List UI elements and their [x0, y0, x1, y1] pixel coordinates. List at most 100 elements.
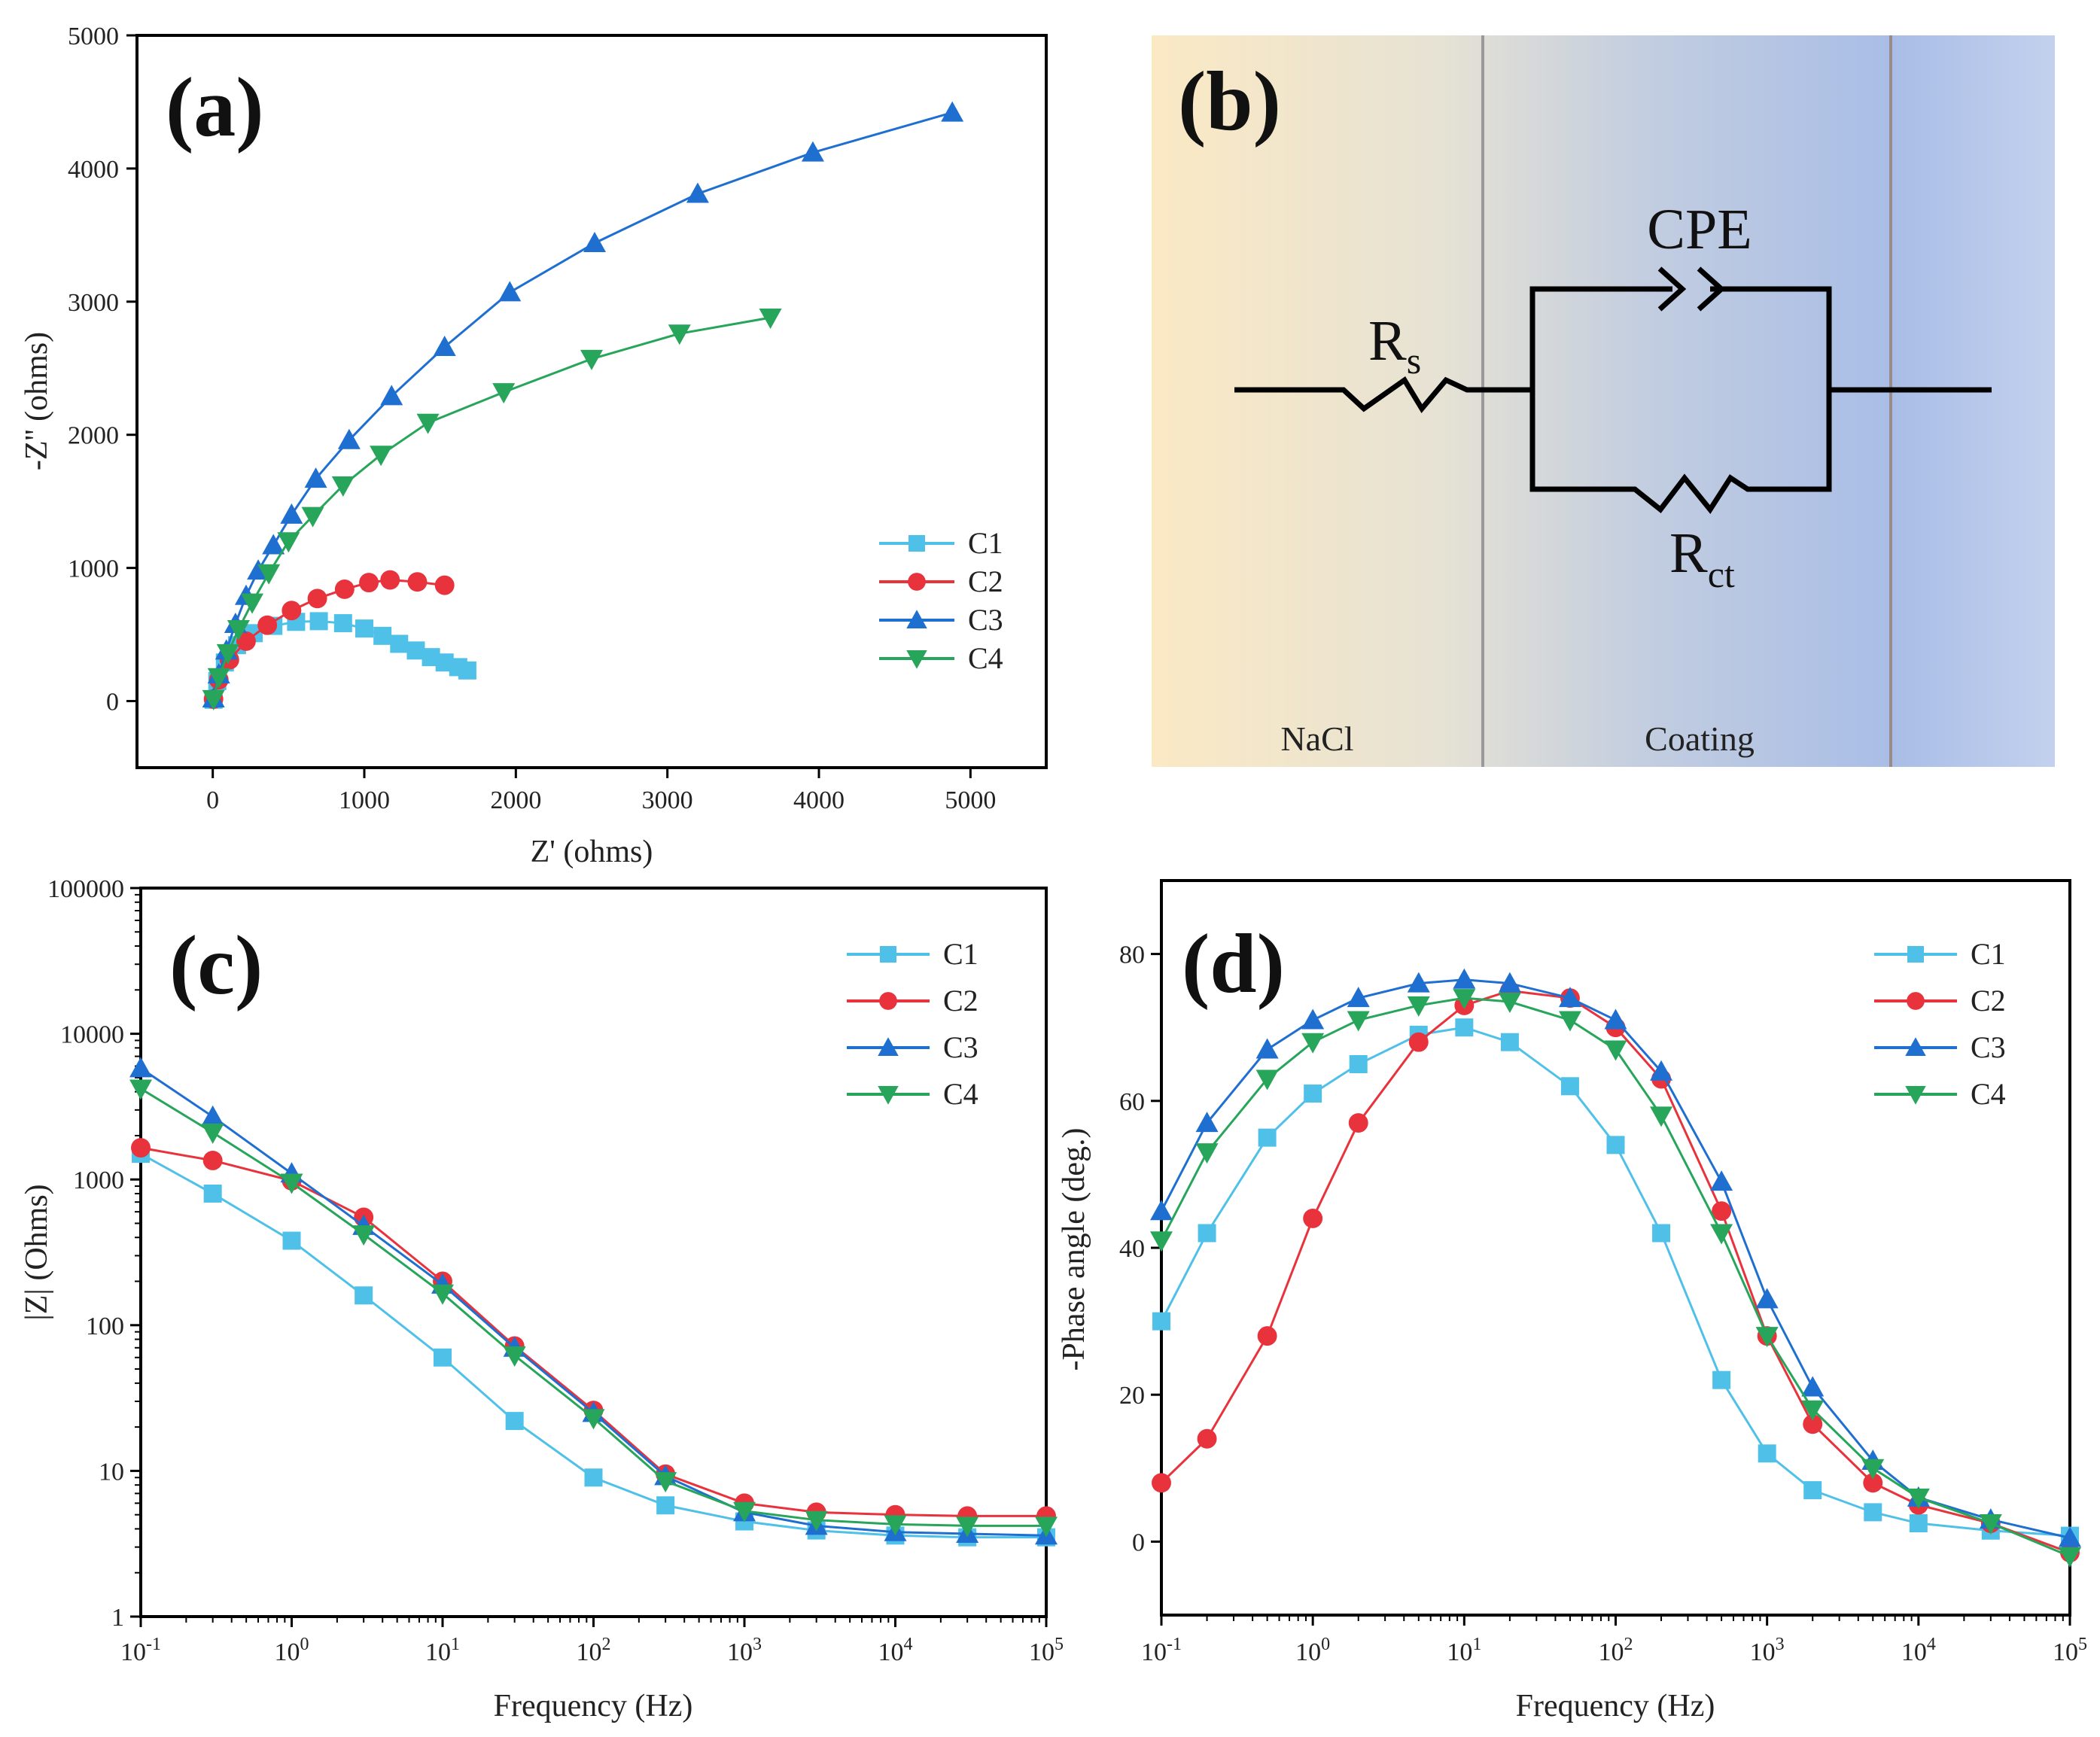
data-point-c1	[1712, 1370, 1731, 1389]
data-point-c3	[201, 1105, 224, 1126]
data-point-c4	[668, 324, 691, 345]
data-point-c1	[333, 614, 352, 633]
data-point-c1	[1258, 1128, 1277, 1147]
x-tick-label: 1000	[339, 786, 390, 814]
data-point-c4	[1407, 996, 1430, 1017]
data-point-c2	[359, 573, 379, 593]
data-point-c1	[1909, 1514, 1928, 1532]
legend-label-c2: C2	[1971, 984, 2006, 1018]
panel-d-series	[1150, 968, 2081, 1568]
y-tick-label: 10	[99, 1458, 124, 1486]
data-point-c4	[1453, 989, 1476, 1010]
data-point-c3	[1255, 1038, 1279, 1059]
panel-d-bode-phase: 10-1 100 101 102 103 104 105 0 20 40 60 80 (d) Freq…	[1057, 879, 2087, 1723]
data-point-c4	[2059, 1547, 2081, 1568]
data-point-c3	[280, 503, 303, 524]
data-point-c3	[1650, 1060, 1673, 1081]
data-point-c4	[416, 413, 440, 434]
cpe-branch	[1529, 286, 1672, 390]
y-tick-label: 20	[1119, 1382, 1145, 1410]
data-point-c3	[1558, 987, 1581, 1008]
data-point-c3	[1301, 1008, 1325, 1030]
data-point-c3	[801, 141, 824, 162]
cpe-label: CPE	[1647, 198, 1752, 261]
data-point-c3	[1755, 1288, 1779, 1309]
legend-label-c3: C3	[943, 1030, 978, 1064]
data-point-c3	[129, 1057, 152, 1078]
data-point-c3	[433, 335, 456, 356]
series-line-c4	[1160, 996, 2071, 1558]
y-tick-label: 1000	[73, 1167, 124, 1194]
data-point-c4	[202, 689, 225, 710]
data-point-c4	[129, 1079, 152, 1100]
x-tick-label: 100	[1295, 1635, 1330, 1666]
data-point-c1	[1304, 1084, 1322, 1103]
panel-c-bode-magnitude: 10-1 100 101 102 103 104 105 1 10 100 1000 10000 100…	[20, 875, 1064, 1723]
x-tick-label: 102	[1599, 1635, 1633, 1666]
panel-d-label: (d)	[1182, 917, 1285, 1011]
y-tick-label: 3000	[68, 289, 119, 317]
data-point-c1	[434, 1348, 452, 1367]
data-point-c4	[1498, 993, 1521, 1014]
data-point-c3	[2059, 1526, 2081, 1547]
data-point-c4	[257, 564, 281, 585]
data-point-c3	[686, 182, 709, 203]
y-tick-label: 1000	[68, 555, 119, 583]
cpe-symbol-left	[1657, 266, 1687, 312]
data-point-c2	[1197, 1428, 1217, 1449]
y-tick-label: 60	[1119, 1088, 1145, 1116]
y-tick-label: 2000	[68, 422, 119, 450]
data-point-c4	[492, 383, 516, 404]
legend-label-c1: C1	[943, 937, 978, 971]
data-point-c3	[1407, 972, 1430, 993]
data-point-c4	[805, 1510, 828, 1532]
panel-d-xlabel: Frequency (Hz)	[1516, 1689, 1715, 1723]
data-point-c4	[1558, 1011, 1581, 1032]
x-tick-label: 10-1	[120, 1635, 161, 1666]
data-point-c2	[1303, 1209, 1323, 1228]
data-point-c4	[1150, 1231, 1173, 1252]
data-point-c2	[1257, 1326, 1277, 1346]
legend-label-c2: C2	[968, 564, 1003, 598]
y-tick-label: 10000	[60, 1021, 124, 1049]
data-point-c2	[257, 615, 278, 635]
data-point-c2	[380, 570, 400, 590]
data-point-c3	[941, 101, 964, 122]
data-point-c1	[1803, 1481, 1822, 1500]
data-point-c3	[337, 428, 361, 449]
panel-b-circuit-diagram: (b) CPE Rs Rct NaCl Coating	[1152, 35, 2055, 767]
legend-marker-c4	[906, 650, 927, 669]
data-point-c4	[201, 1123, 224, 1144]
data-point-c1	[458, 661, 476, 680]
y-tick-label: 1	[111, 1604, 124, 1632]
data-point-c4	[331, 476, 355, 497]
panel-a-xlabel: Z' (ohms)	[531, 835, 653, 869]
panel-d-frame	[1160, 879, 2071, 1617]
data-point-c4	[241, 593, 264, 614]
data-point-c4	[1861, 1459, 1885, 1480]
panel-a-legend: C1 C2 C3 C4	[879, 526, 1003, 675]
data-point-c4	[580, 349, 603, 370]
x-tick-label: 105	[2053, 1635, 2087, 1666]
data-point-c3	[304, 467, 327, 488]
panel-c-ticks: 10-1 100 101 102 103 104 105 1 10 100 1000 10000 100…	[47, 875, 1064, 1666]
data-point-c4	[759, 309, 782, 330]
data-point-c1	[1152, 1312, 1170, 1331]
panel-b-background	[1152, 35, 2055, 767]
legend-label-c4: C4	[968, 641, 1003, 675]
panel-c-label: (c)	[169, 919, 263, 1012]
data-point-c2	[1348, 1113, 1368, 1133]
data-point-c4	[1755, 1327, 1779, 1348]
data-point-c3	[1195, 1112, 1219, 1133]
y-tick-label: 0	[106, 689, 119, 716]
data-point-c1	[390, 634, 409, 653]
data-point-c1	[656, 1496, 675, 1515]
rct-label: Rct	[1669, 522, 1735, 595]
x-tick-label: 101	[1447, 1635, 1481, 1666]
data-point-c2	[131, 1138, 151, 1158]
legend-marker-c1	[1907, 946, 1924, 963]
data-point-c3	[262, 534, 285, 555]
legend-marker-c4	[1905, 1086, 1926, 1105]
data-point-c3	[1453, 968, 1476, 989]
panel-c-frame	[139, 887, 1048, 1618]
